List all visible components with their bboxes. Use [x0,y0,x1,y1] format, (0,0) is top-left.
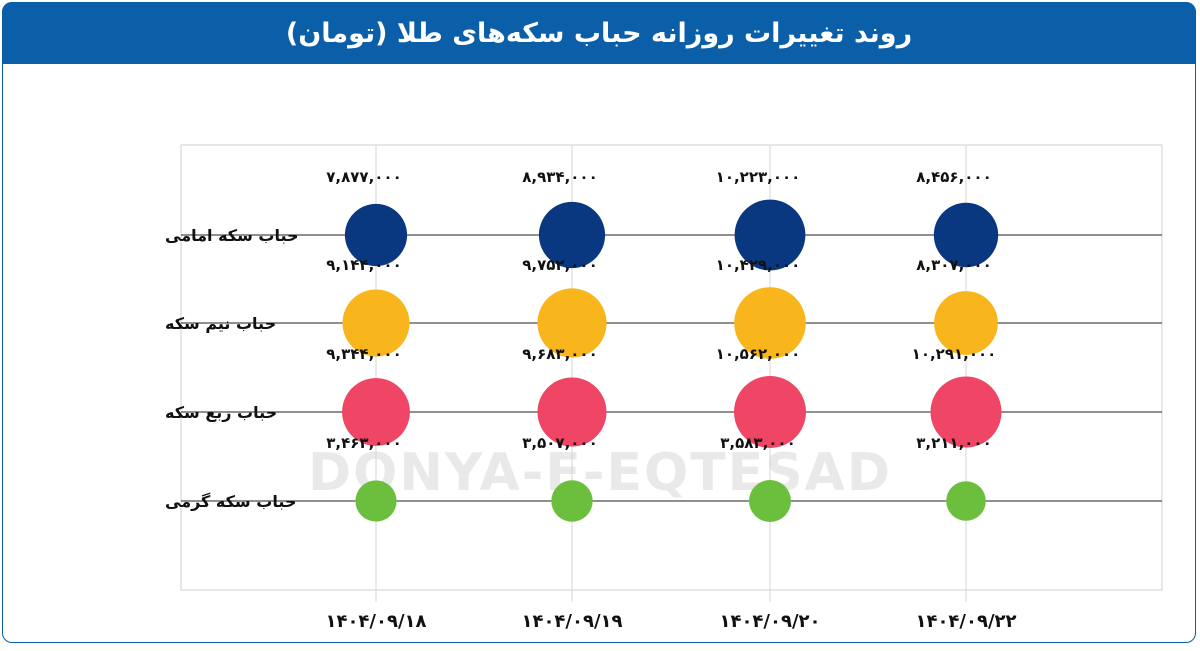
plot-border [180,144,1163,591]
watermark-text: DONYA-E-EQTESAD [308,443,892,503]
data-label: ۳,۴۶۳,۰۰۰ [326,434,401,452]
bubble-point [749,480,791,522]
bubble-point [344,203,408,267]
data-label: ۹,۳۴۴,۰۰۰ [326,345,401,363]
data-label: ۹,۶۸۳,۰۰۰ [522,345,597,363]
data-label: ۱۰,۲۲۳,۰۰۰ [716,168,801,186]
bubble-point [538,201,606,269]
series-label: حباب نیم سکه [165,314,276,333]
bubble-point [734,287,806,359]
x-tick-label: ۱۴۰۴/۰۹/۲۰ [719,611,820,632]
data-label: ۱۰,۲۹۱,۰۰۰ [912,345,997,363]
data-label: ۹,۱۴۴,۰۰۰ [326,256,401,274]
data-label: ۳,۵۸۳,۰۰۰ [720,434,795,452]
bubble-point [342,289,410,357]
bubble-point [551,480,593,522]
bubble-point [342,378,410,446]
series-label: حباب ربع سکه [165,403,277,422]
data-label: ۸,۹۳۴,۰۰۰ [522,168,597,186]
data-label: ۹,۷۵۲,۰۰۰ [522,256,597,274]
data-label: ۸,۳۰۷,۰۰۰ [916,256,991,274]
data-label: ۳,۲۱۱,۰۰۰ [916,434,991,452]
bubble-point [537,377,607,447]
bubble-point [930,376,1002,448]
x-tick-label: ۱۴۰۴/۰۹/۱۹ [521,611,622,632]
bubble-point [934,291,998,355]
bubble-point [355,480,397,522]
data-label: ۸,۴۵۶,۰۰۰ [916,168,991,186]
data-label: ۷,۸۷۷,۰۰۰ [326,168,401,186]
x-tick-label: ۱۴۰۴/۰۹/۲۲ [915,611,1016,632]
data-label: ۳,۵۰۷,۰۰۰ [522,434,597,452]
chart-title: روند تغییرات روزانه حباب سکه‌های طلا (تو… [285,17,913,49]
x-tick-label: ۱۴۰۴/۰۹/۱۸ [325,611,426,632]
series-label: حباب سکه گرمی [165,492,296,511]
bubble-point [734,199,806,271]
bubble-point [734,376,806,448]
data-label: ۱۰,۵۶۲,۰۰۰ [716,345,801,363]
data-label: ۱۰,۴۲۹,۰۰۰ [716,256,801,274]
series-label: حباب سکه امامی [165,226,299,245]
header-bar: روند تغییرات روزانه حباب سکه‌های طلا (تو… [2,2,1196,64]
bubble-point [933,202,999,268]
bubble-point [946,481,986,521]
bubble-point [537,288,607,358]
